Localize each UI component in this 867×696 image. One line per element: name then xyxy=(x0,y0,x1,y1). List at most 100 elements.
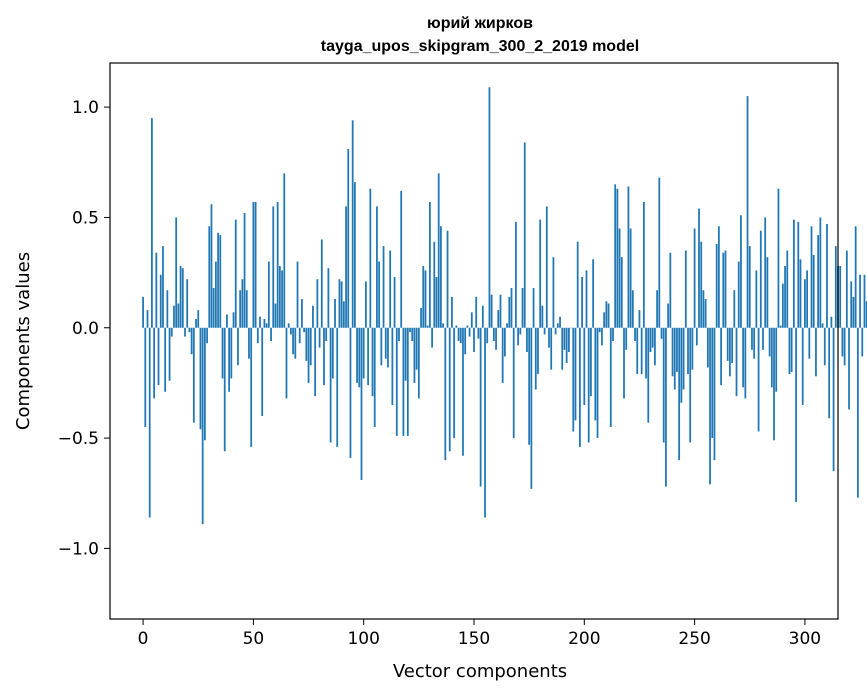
bar-207 xyxy=(598,327,601,333)
bar-162 xyxy=(499,294,502,328)
bar-158 xyxy=(490,294,493,328)
bar-281 xyxy=(762,327,764,350)
bar-47 xyxy=(245,290,248,328)
bar-74 xyxy=(305,327,308,361)
bar-316 xyxy=(839,265,842,328)
bar-310 xyxy=(826,224,828,328)
x-tick-label: 0 xyxy=(138,629,149,649)
bar-122 xyxy=(411,327,414,341)
bar-282 xyxy=(764,217,767,328)
bar-57 xyxy=(267,261,270,328)
bar-202 xyxy=(587,327,590,443)
bar-8 xyxy=(159,274,162,328)
bar-317 xyxy=(841,327,844,357)
bar-198 xyxy=(579,327,581,447)
bar-195 xyxy=(572,327,575,432)
bar-306 xyxy=(817,235,820,328)
bar-129 xyxy=(426,325,429,328)
bar-186 xyxy=(552,257,555,328)
bar-30 xyxy=(208,226,211,328)
bar-190 xyxy=(561,327,564,370)
bar-155 xyxy=(484,327,486,518)
bar-185 xyxy=(550,327,553,370)
bar-247 xyxy=(687,327,689,375)
bar-series xyxy=(142,87,867,525)
bar-175 xyxy=(528,327,531,445)
x-axis-label: Vector components xyxy=(393,661,567,682)
bar-79 xyxy=(316,279,319,328)
bar-173 xyxy=(523,142,526,328)
bar-235 xyxy=(660,327,663,339)
bar-301 xyxy=(806,270,808,328)
bar-280 xyxy=(759,230,762,328)
bar-137 xyxy=(444,327,447,461)
bar-10 xyxy=(164,327,167,392)
bar-96 xyxy=(353,182,356,328)
bar-75 xyxy=(307,327,310,383)
bar-187 xyxy=(554,327,557,335)
bar-124 xyxy=(415,327,418,370)
bar-260 xyxy=(715,243,718,328)
bar-72 xyxy=(301,299,303,328)
bar-243 xyxy=(678,327,681,461)
bar-308 xyxy=(821,323,824,328)
bar-320 xyxy=(848,327,850,410)
bar-246 xyxy=(684,250,687,328)
bar-163 xyxy=(501,327,504,383)
bar-139 xyxy=(448,327,451,452)
bar-221 xyxy=(629,228,632,328)
bar-230 xyxy=(649,327,652,353)
x-tick-label: 200 xyxy=(568,629,600,649)
bar-36 xyxy=(221,327,224,379)
bar-33 xyxy=(215,261,217,328)
bar-209 xyxy=(603,312,606,328)
bar-149 xyxy=(470,312,473,328)
bar-113 xyxy=(391,327,394,405)
bar-200 xyxy=(583,327,586,405)
bar-201 xyxy=(585,270,588,328)
bar-98 xyxy=(358,327,361,388)
bar-107 xyxy=(378,261,381,328)
bar-169 xyxy=(515,221,517,328)
bar-73 xyxy=(303,327,306,333)
bar-35 xyxy=(219,235,222,328)
bar-116 xyxy=(398,327,400,341)
bar-177 xyxy=(532,288,535,328)
bar-63 xyxy=(281,270,283,328)
bar-38 xyxy=(226,314,228,328)
bar-244 xyxy=(680,327,683,403)
bar-76 xyxy=(309,327,312,366)
bar-259 xyxy=(713,327,716,461)
bar-14 xyxy=(173,305,175,328)
bar-265 xyxy=(726,327,729,361)
y-tick-label: 1.0 xyxy=(72,98,99,118)
bar-267 xyxy=(731,327,733,364)
bar-179 xyxy=(537,327,539,375)
bar-225 xyxy=(638,310,641,328)
bar-203 xyxy=(590,327,592,397)
bar-287 xyxy=(775,327,778,392)
bar-109 xyxy=(382,246,385,328)
chart-title: юрий жирков xyxy=(427,15,533,32)
bar-290 xyxy=(781,283,784,328)
bar-298 xyxy=(799,259,802,328)
bar-29 xyxy=(206,327,208,344)
bar-59 xyxy=(272,206,275,328)
bar-193 xyxy=(567,327,570,353)
bar-171 xyxy=(519,327,522,335)
bar-88 xyxy=(336,327,339,447)
bar-251 xyxy=(695,327,698,346)
bar-240 xyxy=(671,327,674,377)
bar-34 xyxy=(217,232,219,328)
bar-216 xyxy=(618,228,621,328)
bar-93 xyxy=(347,149,350,328)
bar-104 xyxy=(371,327,374,397)
bar-24 xyxy=(195,318,197,328)
bar-120 xyxy=(406,327,409,436)
bar-40 xyxy=(230,327,233,379)
x-tick-label: 250 xyxy=(678,629,710,649)
bar-250 xyxy=(693,228,696,328)
bar-49 xyxy=(250,327,253,447)
bar-126 xyxy=(420,307,422,328)
bar-291 xyxy=(784,265,786,328)
